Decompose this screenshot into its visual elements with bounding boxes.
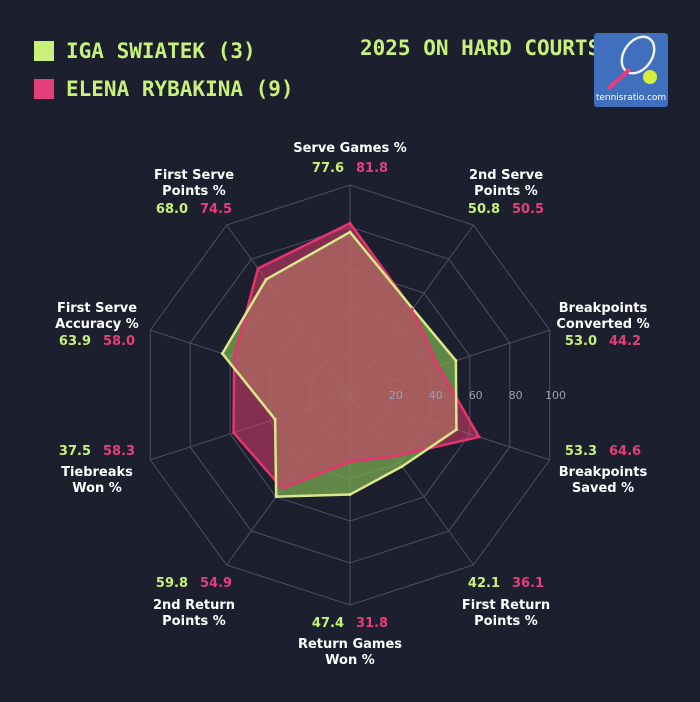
axis-label-line: Won % bbox=[72, 481, 122, 496]
data-point-a-4 bbox=[400, 465, 404, 469]
axis-label-line: Serve Games % bbox=[293, 141, 407, 156]
axis-values-9: 68.0 74.5 bbox=[156, 202, 232, 218]
value-player-a: 68.0 bbox=[155, 202, 188, 217]
value-player-a: 42.1 bbox=[467, 576, 500, 591]
axis-label-line: Points % bbox=[162, 614, 226, 629]
series-area-player-b bbox=[233, 223, 480, 489]
value-player-b: 44.2 bbox=[609, 334, 642, 349]
axis-label-line: First Return bbox=[461, 598, 551, 613]
data-point-a-9 bbox=[264, 277, 268, 281]
value-player-a: 53.0 bbox=[564, 334, 597, 349]
value-player-a: 77.6 bbox=[311, 161, 344, 176]
axis-label-1: 2nd Serve Points % bbox=[469, 168, 543, 200]
value-player-b: 50.5 bbox=[512, 202, 545, 217]
data-point-b-8 bbox=[232, 355, 236, 359]
axis-label-line: 2nd Return bbox=[152, 598, 236, 613]
value-player-a: 47.4 bbox=[311, 616, 344, 631]
data-point-b-4 bbox=[393, 454, 397, 458]
axis-values-7: 37.5 58.3 bbox=[59, 444, 135, 460]
rtick-label-60: 60 bbox=[469, 389, 483, 402]
data-point-b-7 bbox=[232, 431, 236, 435]
data-point-b-6 bbox=[280, 486, 284, 490]
data-point-a-0 bbox=[348, 230, 352, 234]
data-point-b-1 bbox=[410, 307, 414, 311]
radial-tick-labels: 20 40 60 80 100 bbox=[389, 389, 566, 402]
axis-label-line: Breakpoints bbox=[558, 301, 648, 316]
axis-values-4: 42.1 36.1 bbox=[468, 576, 544, 592]
legend-item-player-a: IGA SWIATEK (3) bbox=[34, 36, 294, 66]
value-player-a: 53.3 bbox=[564, 444, 597, 459]
axis-values-2: 53.0 44.2 bbox=[565, 334, 641, 350]
axis-label-line: Saved % bbox=[571, 481, 635, 496]
axis-label-5: Return Games Won % bbox=[298, 637, 402, 669]
value-player-a: 59.8 bbox=[155, 576, 188, 591]
axis-label-7: Tiebreaks Won % bbox=[61, 465, 133, 497]
legend: IGA SWIATEK (3) ELENA RYBAKINA (9) bbox=[34, 36, 294, 112]
radar-series bbox=[220, 221, 481, 499]
rtick-label-100: 100 bbox=[545, 389, 566, 402]
value-player-b: 58.0 bbox=[103, 334, 136, 349]
rtick-label-40: 40 bbox=[429, 389, 443, 402]
value-player-a: 37.5 bbox=[58, 444, 91, 459]
value-player-a: 50.8 bbox=[467, 202, 500, 217]
axis-label-line: Points % bbox=[474, 184, 538, 199]
legend-label-player-b: ELENA RYBAKINA (9) bbox=[66, 77, 294, 101]
axis-values-5: 47.4 31.8 bbox=[312, 616, 388, 632]
axis-label-4: First Return Points % bbox=[462, 598, 550, 630]
axis-label-line: Accuracy % bbox=[55, 317, 139, 332]
value-player-b: 31.8 bbox=[356, 616, 389, 631]
axis-label-0: Serve Games % bbox=[293, 141, 407, 157]
data-point-a-8 bbox=[220, 352, 224, 356]
value-player-b: 64.6 bbox=[609, 444, 642, 459]
rtick-label-20: 20 bbox=[389, 389, 403, 402]
axis-values-3: 53.3 64.6 bbox=[565, 444, 641, 460]
headline: 2025 ON HARD COURTS bbox=[360, 36, 601, 60]
value-player-b: 74.5 bbox=[200, 202, 233, 217]
data-point-b-0 bbox=[348, 221, 352, 225]
legend-swatch-player-b bbox=[34, 79, 54, 99]
racket-icon bbox=[606, 35, 657, 91]
data-point-b-3 bbox=[477, 435, 481, 439]
data-point-b-5 bbox=[348, 460, 352, 464]
axis-values-6: 59.8 54.9 bbox=[156, 576, 232, 592]
tennisratio-logo[interactable]: tennisratio.com bbox=[594, 33, 668, 107]
data-point-b-2 bbox=[436, 364, 440, 368]
axis-label-2: Breakpoints Converted % bbox=[556, 301, 649, 333]
data-point-b-9 bbox=[256, 266, 260, 270]
logo-text: tennisratio.com bbox=[595, 93, 667, 103]
axis-label-line: Tiebreaks bbox=[61, 465, 133, 480]
axis-label-6: 2nd Return Points % bbox=[153, 598, 235, 630]
axis-label-line: First Serve bbox=[56, 301, 138, 316]
data-point-a-6 bbox=[274, 495, 278, 499]
value-player-b: 36.1 bbox=[512, 576, 545, 591]
axis-label-line: Breakpoints bbox=[558, 465, 648, 480]
value-player-a: 63.9 bbox=[58, 334, 91, 349]
value-player-b: 81.8 bbox=[356, 161, 389, 176]
axis-label-line: 2nd Serve bbox=[468, 168, 544, 183]
value-player-b: 58.3 bbox=[103, 444, 136, 459]
data-point-a-2 bbox=[454, 359, 458, 363]
axis-values-1: 50.8 50.5 bbox=[468, 202, 544, 218]
axis-label-line: First Serve bbox=[153, 168, 235, 183]
axis-label-line: Return Games bbox=[297, 637, 403, 652]
legend-label-player-a: IGA SWIATEK (3) bbox=[66, 39, 256, 63]
axis-values-0: 77.6 81.8 bbox=[312, 161, 388, 177]
axis-label-3: Breakpoints Saved % bbox=[559, 465, 647, 497]
rtick-label-80: 80 bbox=[509, 389, 523, 402]
legend-item-player-b: ELENA RYBAKINA (9) bbox=[34, 74, 294, 104]
axis-label-line: Points % bbox=[162, 184, 226, 199]
axis-label-line: Points % bbox=[474, 614, 538, 629]
data-point-a-5 bbox=[348, 493, 352, 497]
value-player-b: 54.9 bbox=[200, 576, 233, 591]
axis-label-line: Won % bbox=[325, 653, 375, 668]
axis-label-9: First Serve Points % bbox=[154, 168, 234, 200]
axis-values-8: 63.9 58.0 bbox=[59, 334, 135, 350]
legend-swatch-player-a bbox=[34, 41, 54, 61]
axis-label-line: Converted % bbox=[556, 317, 650, 332]
axis-label-8: First Serve Accuracy % bbox=[55, 301, 139, 333]
data-point-a-3 bbox=[454, 428, 458, 432]
data-point-a-7 bbox=[273, 417, 277, 421]
